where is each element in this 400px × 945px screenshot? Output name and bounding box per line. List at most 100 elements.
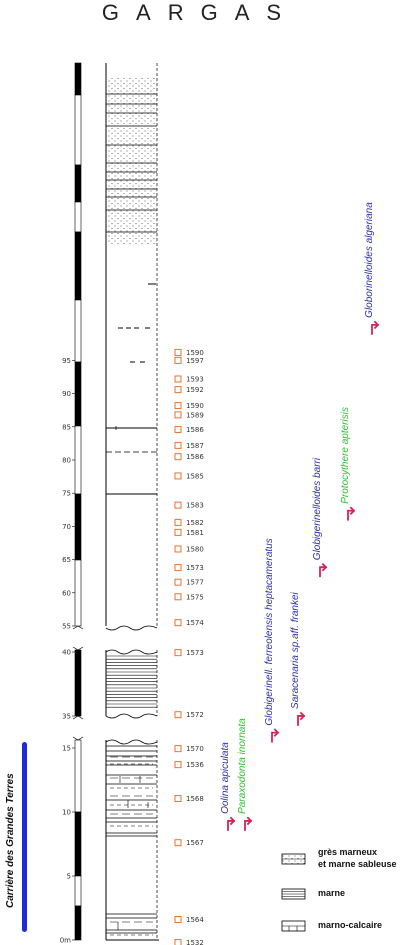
taxon-name: Protocythere apterisis: [340, 407, 351, 504]
sample-label: 1583: [186, 502, 204, 510]
scale-break-mark: [72, 715, 84, 720]
sample-marker: [174, 795, 182, 803]
scale-segment: [74, 811, 82, 877]
scale-tick-label: 15: [62, 745, 71, 753]
sample-label: 1577: [186, 579, 204, 587]
section-title: GARGAS: [101, 0, 299, 25]
sample-label: 1570: [186, 745, 204, 753]
scale-tick-label: 90: [62, 390, 71, 398]
sample-label: 1564: [186, 916, 204, 924]
sample-label: 1568: [186, 795, 204, 803]
scale-segment: [74, 231, 82, 301]
sample-label: 1580: [186, 545, 204, 553]
sample-label: 1573: [186, 564, 204, 572]
legend-item-marlylime: marno-calcaire: [281, 920, 382, 932]
scale-tick-label: 5: [67, 873, 71, 881]
scale-segment: [74, 559, 82, 627]
scale-tick-label: 85: [62, 423, 71, 431]
taxon-first-occurrence: Oolina apiculata: [220, 742, 236, 831]
scale-tick-label: 65: [62, 556, 71, 564]
sample-marker: [174, 411, 182, 419]
locality-range-bar: [22, 742, 27, 932]
sample-label: 1581: [186, 529, 204, 537]
erosion-break: [105, 625, 158, 631]
legend-label: marno-calcaire: [318, 920, 382, 930]
taxon-first-occurrence: Globigerinell. ferreolensis heptacamerat…: [264, 538, 280, 743]
taxon-name: Globorinelloides algeriana: [364, 202, 375, 318]
sample-marker: [174, 472, 182, 480]
sample-marker: [174, 545, 182, 553]
sample-marker: [174, 402, 182, 410]
taxon-name: Paraxodonta inornata: [237, 718, 248, 814]
taxon-name: Globigerinelloides barri: [312, 457, 323, 560]
scale-segment: [74, 649, 82, 717]
sample-marker: [174, 745, 182, 753]
scale-tick-label: 70: [62, 523, 71, 531]
taxon-first-occurrence: Globigerinelloides barri: [312, 457, 328, 578]
scale-tick-label: 0m: [60, 937, 71, 945]
sample-label: 1597: [186, 357, 204, 365]
sample-marker: [174, 649, 182, 657]
scale-segment: [74, 299, 82, 363]
legend-label: grès marneux et marne sableuse: [318, 847, 397, 869]
sample-label: 1567: [186, 839, 204, 847]
sample-marker: [174, 453, 182, 461]
sample-label: 1532: [186, 939, 204, 945]
scale-tick-label: 60: [62, 589, 71, 597]
scale-tick-label: 10: [62, 809, 71, 817]
scale-break-mark: [72, 625, 84, 630]
taxon-first-occurrence: Paraxodonta inornata: [237, 718, 253, 831]
sample-marker: [174, 916, 182, 924]
scale-segment: [74, 361, 82, 427]
scale-segment: [74, 62, 82, 96]
taxon-first-occurrence: Globorinelloides algeriana: [364, 202, 380, 335]
scale-segment: [74, 875, 82, 907]
sample-label: 1586: [186, 453, 204, 461]
sample-label: 1590: [186, 349, 204, 357]
erosion-break: [105, 649, 158, 655]
scale-segment: [74, 201, 82, 233]
scale-segment: [74, 164, 82, 203]
scale-segment: [74, 739, 82, 813]
first-occurrence-arrow: [271, 728, 280, 743]
taxon-first-occurrence: Saracenaria sp.aff. frankei: [290, 591, 306, 726]
first-occurrence-arrow: [227, 816, 236, 831]
sample-marker: [174, 386, 182, 394]
sample-label: 1586: [186, 426, 204, 434]
sample-label: 1574: [186, 619, 204, 627]
first-occurrence-arrow: [244, 816, 253, 831]
sample-label: 1536: [186, 761, 204, 769]
sample-marker: [174, 375, 182, 383]
sample-marker: [174, 761, 182, 769]
scale-break-mark: [72, 736, 84, 741]
legend-item-sand: grès marneux et marne sableuse: [281, 847, 397, 869]
sandy-marl-interval: [106, 77, 157, 244]
sample-marker: [174, 518, 182, 526]
scale-tick-label: 35: [62, 713, 71, 721]
sample-marker: [174, 711, 182, 719]
sample-label: 1575: [186, 593, 204, 601]
sample-label: 1573: [186, 649, 204, 657]
sample-label: 1572: [186, 711, 204, 719]
sample-marker: [174, 593, 182, 601]
legend-label: marne: [318, 888, 345, 898]
sample-marker: [174, 356, 182, 364]
sample-marker: [174, 564, 182, 572]
sample-marker: [174, 348, 182, 356]
sample-marker: [174, 528, 182, 536]
taxon-first-occurrence: Protocythere apterisis: [340, 407, 356, 521]
sample-marker: [174, 578, 182, 586]
scale-tick-label: 95: [62, 357, 71, 365]
first-occurrence-arrow: [371, 320, 380, 335]
sample-marker: [174, 425, 182, 433]
scale-tick-label: 75: [62, 490, 71, 498]
erosion-break: [105, 713, 158, 719]
sample-label: 1593: [186, 375, 204, 383]
first-occurrence-arrow: [297, 711, 306, 726]
sample-label: 1592: [186, 386, 204, 394]
scale-tick-label: 55: [62, 623, 71, 631]
sample-label: 1585: [186, 472, 204, 480]
legend-item-marl: marne: [281, 888, 345, 900]
